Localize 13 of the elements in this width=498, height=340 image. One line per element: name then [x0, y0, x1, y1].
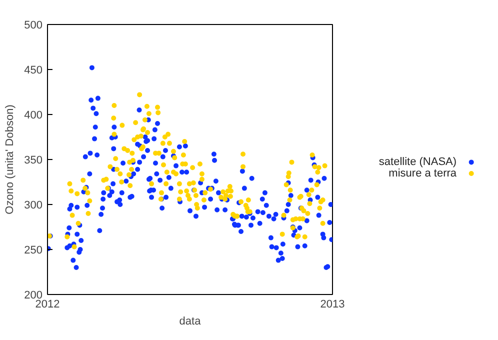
y-tick-label: 450 — [24, 64, 43, 76]
x-tick-label: 2012 — [35, 298, 60, 310]
y-tick-label: 400 — [24, 110, 43, 122]
y-tick-label: 250 — [24, 244, 43, 256]
x-tick-label: 2013 — [320, 298, 345, 310]
x-axis-title: data — [179, 316, 202, 328]
y-tick-label: 300 — [24, 200, 43, 212]
y-tick-label: 350 — [24, 154, 43, 166]
y-axis-title: Ozono (unita' Dobson) — [4, 104, 16, 214]
legend-label: misure a terra — [388, 168, 458, 180]
legend-label: satellite (NASA) — [378, 156, 457, 168]
y-tick-label: 200 — [24, 290, 43, 302]
y-tick-label: 500 — [24, 20, 43, 32]
